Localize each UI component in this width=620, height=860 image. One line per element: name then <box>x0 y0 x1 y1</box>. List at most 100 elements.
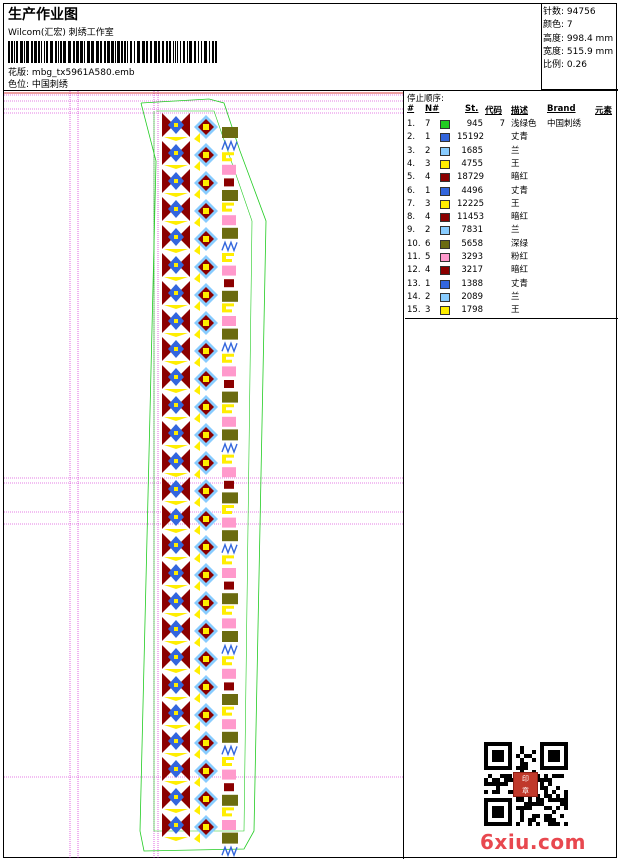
yellow-band <box>164 137 188 141</box>
qr-module <box>532 758 536 762</box>
yellow-core <box>203 740 209 746</box>
yellow-wedge <box>194 469 200 479</box>
yellow-fret-motif <box>222 706 234 716</box>
yellow-core <box>203 824 209 830</box>
qr-module <box>516 766 520 770</box>
stitch-count: 1798 <box>461 305 483 316</box>
yellow-core <box>203 712 209 718</box>
thread-description: 深绿 <box>511 238 529 249</box>
yellow-wedge <box>194 525 200 535</box>
qr-module <box>540 798 544 802</box>
olive-block <box>222 530 238 542</box>
barcode-bar <box>121 41 123 63</box>
barcode-bar <box>38 41 40 63</box>
blue-zigzag <box>221 240 238 253</box>
legend-row: 14. 2 2089 兰 <box>405 291 618 304</box>
qr-module <box>548 818 552 822</box>
col-n: N# <box>425 104 440 114</box>
color-value: 中国刺绣 <box>31 80 68 90</box>
olive-block <box>222 794 238 806</box>
barcode-bar <box>162 41 164 63</box>
yellow-band <box>164 333 188 337</box>
qr-module <box>520 806 524 810</box>
qr-module <box>528 754 532 758</box>
barcode-bar <box>158 41 160 63</box>
qr-module <box>496 790 500 794</box>
stop-index: 1. <box>407 119 416 129</box>
stat-scale: 比例: 0.26 <box>543 60 587 71</box>
color-swatch <box>440 146 450 156</box>
color-swatch <box>440 186 450 196</box>
color-swatch <box>440 253 450 262</box>
qr-module <box>548 822 552 826</box>
barcode-bar <box>154 41 157 63</box>
stitch-count: 5658 <box>461 238 483 249</box>
barcode-bar <box>111 41 114 63</box>
barcode-bar <box>107 41 110 63</box>
qr-module <box>548 782 552 786</box>
yellow-center <box>174 571 178 575</box>
yellow-center <box>174 683 178 687</box>
qr-module <box>532 818 536 822</box>
qr-module <box>560 802 564 806</box>
yellow-core <box>203 208 209 214</box>
yellow-wedge <box>194 497 200 507</box>
yellow-wedge <box>194 133 200 143</box>
qr-module <box>524 762 528 766</box>
qr-module <box>548 814 552 818</box>
barcode-bar <box>11 41 13 63</box>
barcode-bar <box>124 41 126 63</box>
pink-block <box>222 265 236 276</box>
legend-row: 12. 4 3217 暗红 <box>405 264 618 277</box>
yellow-wedge <box>194 413 200 423</box>
pink-block <box>222 719 236 730</box>
qr-module <box>564 790 568 794</box>
barcode-bar <box>177 41 178 63</box>
stop-index: 11. <box>407 252 421 262</box>
yellow-core <box>203 264 209 270</box>
barcode-bar <box>180 41 181 63</box>
needle-number: 3 <box>425 198 431 209</box>
qr-module <box>516 798 520 802</box>
barcode-bar <box>55 41 57 63</box>
yellow-fret-motif <box>222 303 234 313</box>
yellow-band <box>164 557 188 561</box>
legend-row: 5. 4 18729 暗红 <box>405 171 618 184</box>
yellow-wedge <box>194 693 200 703</box>
barcode-bar <box>187 41 188 63</box>
barcode-bar <box>166 41 168 63</box>
yellow-band <box>164 305 188 309</box>
company-name: Wilcom(汇宏) 刺绣工作室 <box>8 28 114 38</box>
qr-module <box>484 778 488 782</box>
yellow-wedge <box>194 217 200 227</box>
qr-module <box>556 774 560 778</box>
stop-sequence-legend: 停止顺序: # N# St. 代码 描述 Brand 元素 1. 7 945 7 浅绿色… <box>405 91 618 319</box>
col-stitches: St. <box>465 104 479 114</box>
stop-index: 8. <box>407 212 416 223</box>
red-block <box>224 380 234 388</box>
stitch-count: 18729 <box>457 172 485 183</box>
color-swatch <box>440 159 450 169</box>
barcode-bar <box>41 41 42 63</box>
qr-module <box>520 746 524 750</box>
stitch-count: 1685 <box>461 145 483 156</box>
olive-block <box>222 127 238 138</box>
design-preview <box>4 91 403 859</box>
stop-index: 10. <box>407 238 421 249</box>
legend-row: 1. 7 945 7 浅绿色 中国刺绣 <box>405 118 618 131</box>
yellow-core <box>203 768 209 774</box>
barcode-bar <box>73 41 75 63</box>
qr-module <box>524 806 528 810</box>
needle-number: 4 <box>425 212 431 223</box>
stat-height: 高度: 998.4 mm <box>543 33 614 44</box>
yellow-fret-motif <box>222 757 234 766</box>
yellow-band <box>164 697 188 701</box>
qr-module <box>548 778 552 782</box>
qr-module <box>492 778 496 782</box>
needle-number: 7 <box>425 119 431 129</box>
olive-block <box>222 328 238 340</box>
yellow-band <box>164 837 188 841</box>
yellow-band <box>164 725 188 729</box>
qr-module <box>548 806 552 810</box>
barcode-bar <box>60 41 62 63</box>
